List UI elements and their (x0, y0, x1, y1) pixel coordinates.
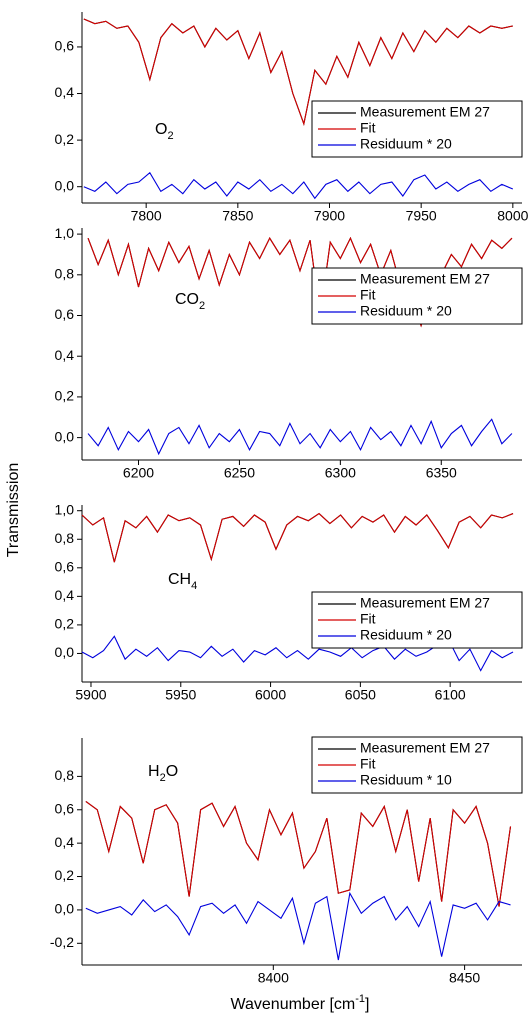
legend-label: Measurement EM 27 (360, 595, 490, 611)
series-line (85, 800, 512, 907)
y-tick-label: 0,4 (55, 347, 75, 363)
y-tick-label: 0,0 (55, 901, 75, 917)
x-tick-label: 6300 (325, 465, 356, 481)
panel-label-part: O (166, 763, 178, 780)
y-tick-label: 0,4 (55, 84, 75, 100)
legend-label: Measurement EM 27 (360, 740, 490, 756)
y-tick-label: -0,2 (50, 934, 74, 950)
panel-label-part: H (148, 763, 160, 780)
y-tick-label: 0,2 (55, 616, 75, 632)
x-tick-label: 7850 (222, 208, 253, 224)
panel-label: H2O (148, 763, 178, 784)
panel-label-part: CH (168, 571, 191, 588)
x-tick-label: 6100 (435, 687, 466, 703)
y-tick-label: 0,4 (55, 587, 75, 603)
legend-label: Residuum * 20 (360, 136, 452, 152)
y-tick-label: 0,8 (55, 530, 75, 546)
legend-label: Measurement EM 27 (360, 104, 490, 120)
x-tick-label: 8400 (258, 970, 289, 986)
panel-label-sub: 2 (199, 300, 205, 312)
y-tick-label: 0,6 (55, 38, 75, 54)
x-tick-label: 6350 (426, 465, 457, 481)
series-line (85, 800, 512, 907)
x-tick-label: 6050 (345, 687, 376, 703)
y-axis-label: Transmission (5, 463, 22, 558)
legend-label: Fit (360, 756, 376, 772)
panel-label: O2 (155, 121, 174, 142)
x-tick-label: 6200 (123, 465, 154, 481)
legend-label: Measurement EM 27 (360, 271, 490, 287)
y-tick-label: 0,8 (55, 266, 75, 282)
panel-label: CH4 (168, 571, 197, 592)
legend-label: Fit (360, 287, 376, 303)
y-tick-label: 1,0 (55, 225, 75, 241)
x-tick-label: 7800 (131, 208, 162, 224)
series-line (87, 418, 513, 456)
y-tick-label: 0,0 (55, 428, 75, 444)
y-tick-label: 0,2 (55, 388, 75, 404)
series-line (83, 18, 513, 126)
y-tick-label: 0,6 (55, 559, 75, 575)
x-axis-label-part: Wavenumber [cm (230, 996, 355, 1013)
x-axis-label-sup: -1 (355, 993, 365, 1005)
legend-label: Residuum * 10 (360, 772, 452, 788)
x-tick-label: 7900 (314, 208, 345, 224)
x-tick-label: 6250 (224, 465, 255, 481)
y-tick-label: 0,0 (55, 177, 75, 193)
panel-label-part: O (155, 121, 167, 138)
y-tick-label: 1,0 (55, 501, 75, 517)
x-axis-label: Wavenumber [cm-1] (230, 993, 369, 1013)
panel-label: CO2 (175, 291, 205, 312)
y-tick-label: 0,4 (55, 834, 75, 850)
panel-label-sub: 4 (191, 580, 197, 592)
legend-label: Fit (360, 611, 376, 627)
x-tick-label: 5950 (165, 687, 196, 703)
x-tick-label: 8450 (449, 970, 480, 986)
x-tick-label: 8000 (497, 208, 528, 224)
y-tick-label: 0,2 (55, 131, 75, 147)
x-tick-label: 6000 (255, 687, 286, 703)
x-axis-label-part: ] (365, 996, 369, 1013)
y-tick-label: 0,2 (55, 867, 75, 883)
y-tick-label: 0,0 (55, 644, 75, 660)
legend-label: Residuum * 20 (360, 303, 452, 319)
panel-label-sub: 2 (167, 130, 173, 142)
x-tick-label: 5900 (75, 687, 106, 703)
series-line (83, 171, 514, 200)
series-line (81, 512, 514, 563)
legend-label: Residuum * 20 (360, 627, 452, 643)
panel-label-sub: 2 (160, 772, 166, 784)
legend-label: Fit (360, 120, 376, 136)
y-tick-label: 0,8 (55, 767, 75, 783)
panel-label-part: CO (175, 291, 199, 308)
x-tick-label: 7950 (406, 208, 437, 224)
series-line (81, 512, 514, 563)
y-tick-label: 0,6 (55, 800, 75, 816)
series-line (85, 891, 511, 961)
y-tick-label: 0,6 (55, 306, 75, 322)
